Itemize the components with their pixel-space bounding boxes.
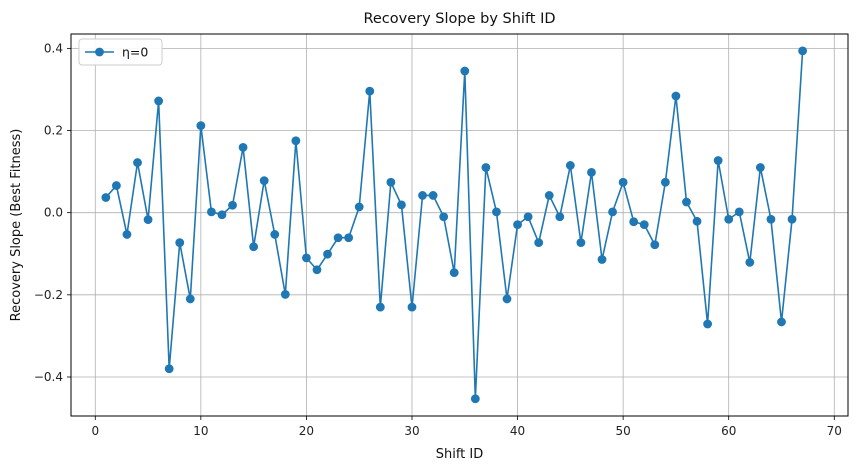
data-point bbox=[439, 212, 449, 222]
data-point bbox=[207, 207, 216, 217]
data-point bbox=[502, 294, 512, 304]
data-point bbox=[101, 193, 111, 202]
data-point bbox=[259, 176, 269, 186]
data-point bbox=[196, 121, 206, 130]
data-point bbox=[724, 214, 734, 224]
x-tick-label: 50 bbox=[615, 424, 630, 438]
data-point bbox=[397, 200, 406, 210]
chart-title: Recovery Slope by Shift ID bbox=[363, 11, 555, 27]
series-layer bbox=[101, 46, 808, 404]
data-point bbox=[418, 191, 427, 200]
data-point bbox=[428, 191, 438, 200]
data-point bbox=[460, 66, 470, 76]
data-point bbox=[618, 177, 628, 187]
data-point bbox=[544, 191, 554, 200]
grid bbox=[71, 34, 848, 416]
data-point bbox=[766, 214, 776, 224]
data-point bbox=[375, 302, 385, 312]
data-point bbox=[682, 197, 691, 207]
data-point bbox=[111, 181, 121, 190]
data-point bbox=[365, 86, 375, 96]
y-axis: −0.4 −0.2 0.0 0.2 0.4 bbox=[34, 41, 71, 384]
data-point bbox=[249, 242, 259, 252]
data-point bbox=[238, 142, 248, 152]
legend-label-series-0: η=0 bbox=[122, 45, 148, 60]
x-tick-label: 0 bbox=[91, 424, 99, 438]
data-point bbox=[639, 220, 649, 229]
data-point bbox=[344, 233, 354, 243]
data-point bbox=[660, 177, 670, 187]
data-point bbox=[703, 319, 712, 329]
data-point bbox=[217, 210, 227, 220]
data-point bbox=[513, 220, 522, 229]
data-point bbox=[312, 265, 322, 275]
data-point bbox=[185, 294, 195, 304]
data-point bbox=[777, 317, 786, 327]
data-point bbox=[175, 238, 185, 248]
data-point bbox=[122, 230, 132, 239]
y-tick-label: −0.4 bbox=[34, 370, 63, 384]
data-point bbox=[492, 207, 501, 217]
legend: η=0 bbox=[78, 38, 163, 66]
data-point bbox=[650, 240, 660, 250]
data-point bbox=[745, 257, 755, 267]
data-point bbox=[291, 136, 301, 146]
x-tick-label: 70 bbox=[827, 424, 842, 438]
legend-marker-swatch bbox=[95, 47, 104, 57]
data-point bbox=[734, 207, 744, 217]
data-point bbox=[133, 158, 142, 167]
data-point bbox=[481, 163, 491, 172]
data-point bbox=[228, 200, 237, 210]
data-point bbox=[608, 207, 617, 217]
data-point bbox=[576, 238, 586, 248]
y-tick-label: 0.0 bbox=[44, 206, 63, 220]
data-point bbox=[629, 217, 639, 227]
data-point bbox=[713, 156, 723, 165]
x-axis: 0 10 20 30 40 50 60 70 bbox=[91, 416, 842, 438]
legend-box bbox=[78, 38, 163, 66]
y-tick-label: 0.4 bbox=[44, 41, 63, 55]
data-point bbox=[323, 249, 332, 259]
x-tick-label: 20 bbox=[299, 424, 314, 438]
data-point bbox=[671, 91, 681, 101]
y-tick-label: −0.2 bbox=[34, 288, 63, 302]
x-tick-label: 60 bbox=[721, 424, 736, 438]
data-point bbox=[407, 302, 417, 312]
data-point bbox=[555, 212, 565, 222]
data-point bbox=[597, 255, 607, 264]
data-point bbox=[587, 168, 596, 177]
data-point bbox=[565, 161, 575, 170]
data-point bbox=[280, 290, 290, 299]
data-point bbox=[523, 212, 533, 222]
data-point bbox=[270, 230, 280, 239]
x-tick-label: 10 bbox=[193, 424, 208, 438]
x-tick-label: 40 bbox=[510, 424, 525, 438]
data-point bbox=[143, 215, 153, 225]
data-point bbox=[755, 163, 765, 172]
data-point bbox=[449, 268, 459, 278]
data-point bbox=[333, 233, 343, 243]
plot-frame bbox=[70, 33, 849, 417]
x-tick-label: 30 bbox=[404, 424, 419, 438]
data-point bbox=[692, 216, 702, 226]
data-point bbox=[798, 46, 808, 56]
data-point bbox=[534, 238, 544, 248]
x-axis-label: Shift ID bbox=[436, 447, 484, 462]
y-tick-label: 0.2 bbox=[44, 124, 63, 138]
data-point bbox=[302, 253, 311, 263]
data-point bbox=[787, 214, 797, 224]
data-point bbox=[164, 364, 174, 374]
data-point bbox=[354, 202, 364, 212]
data-point bbox=[470, 394, 480, 404]
data-point bbox=[154, 96, 164, 106]
y-axis-label: Recovery Slope (Best Fitness) bbox=[9, 129, 24, 322]
data-point bbox=[386, 177, 396, 187]
